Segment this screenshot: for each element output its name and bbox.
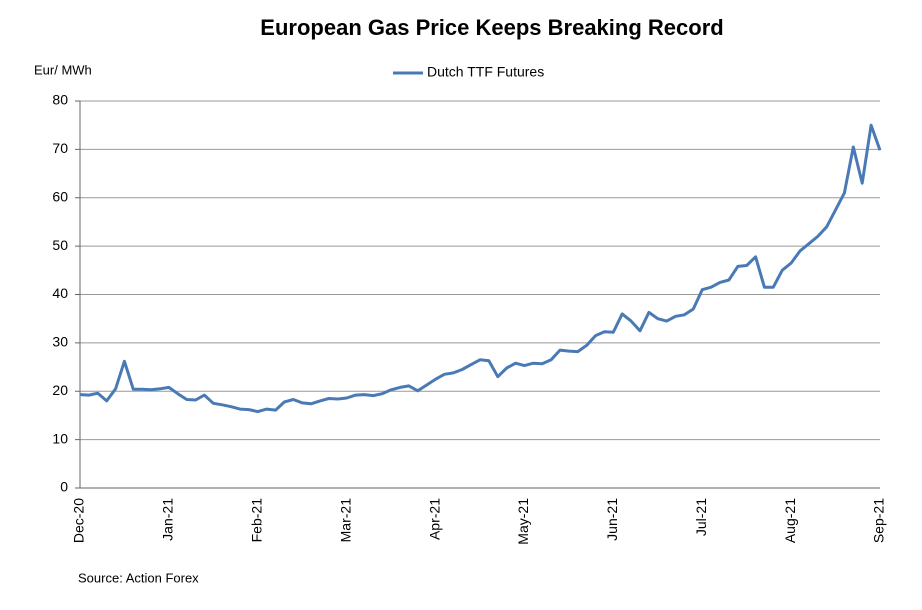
y-tick-label: 30 <box>52 334 68 350</box>
chart-title: European Gas Price Keeps Breaking Record <box>260 15 723 40</box>
y-axis-label: Eur/ MWh <box>34 62 92 77</box>
x-tick-label: Sep-21 <box>871 498 887 543</box>
legend-label: Dutch TTF Futures <box>427 64 544 80</box>
y-tick-label: 0 <box>60 479 68 495</box>
y-tick-label: 60 <box>52 188 68 204</box>
data-line <box>79 123 882 414</box>
x-tick-label: Aug-21 <box>782 498 798 543</box>
x-tick-label: Jun-21 <box>604 498 620 541</box>
x-tick-label: Feb-21 <box>248 498 264 543</box>
y-tick-label: 20 <box>52 382 68 398</box>
x-tick-label: Apr-21 <box>426 498 442 540</box>
source-note: Source: Action Forex <box>78 570 199 585</box>
y-tick-label: 50 <box>52 237 68 253</box>
y-tick-label: 10 <box>52 430 68 446</box>
x-tick-label: Mar-21 <box>337 498 353 543</box>
x-tick-label: May-21 <box>515 498 531 545</box>
x-tick-label: Jan-21 <box>160 498 176 541</box>
y-tick-label: 40 <box>52 285 68 301</box>
x-tick-label: Jul-21 <box>693 498 709 536</box>
x-tick-label: Dec-20 <box>71 498 87 543</box>
y-tick-label: 80 <box>52 92 68 108</box>
y-tick-label: 70 <box>52 140 68 156</box>
